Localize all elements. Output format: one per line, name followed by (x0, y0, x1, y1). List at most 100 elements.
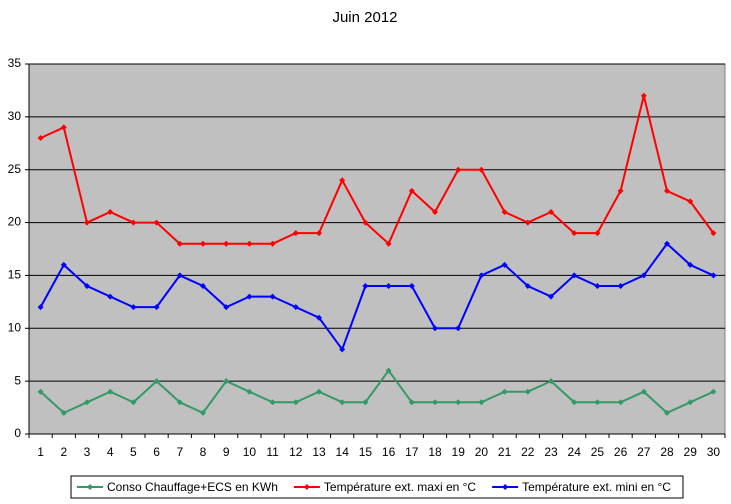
x-tick-label: 26 (614, 445, 628, 459)
point (408, 187, 415, 194)
x-tick-label: 16 (382, 445, 396, 459)
point (455, 399, 462, 406)
legend (70, 475, 684, 499)
point (223, 378, 230, 385)
point (524, 219, 531, 226)
point (292, 230, 299, 237)
point (130, 399, 137, 406)
point (153, 378, 160, 385)
point (385, 367, 392, 374)
point (339, 177, 346, 184)
point (246, 293, 253, 300)
x-tick-label: 17 (405, 445, 419, 459)
point (501, 209, 508, 215)
point (130, 304, 137, 311)
point (571, 399, 578, 406)
point (594, 230, 601, 237)
y-tick-label: 5 (14, 373, 21, 387)
x-tick-label: 25 (591, 445, 605, 459)
point (60, 261, 67, 268)
point (200, 283, 206, 289)
x-tick-label: 24 (568, 445, 582, 459)
y-tick-label: 30 (8, 109, 22, 123)
point (548, 209, 554, 215)
point (269, 293, 276, 300)
x-tick-label: 8 (200, 445, 207, 459)
point (571, 230, 578, 237)
series-line (39, 242, 714, 352)
point (710, 388, 717, 395)
y-tick-label: 35 (8, 56, 22, 70)
x-tick-label: 11 (266, 445, 279, 459)
point (37, 388, 44, 395)
point (176, 272, 183, 279)
point (594, 399, 601, 406)
point (292, 304, 299, 311)
point (408, 399, 415, 406)
point (60, 124, 67, 131)
point (339, 399, 346, 406)
point (687, 399, 694, 406)
legend-label: Température ext. maxi en °C (324, 480, 477, 494)
point (408, 283, 415, 289)
point (107, 293, 114, 300)
x-tick-label: 21 (498, 445, 512, 459)
point (200, 240, 206, 247)
x-tick-label: 28 (660, 445, 674, 459)
point (176, 399, 183, 406)
point (246, 240, 253, 247)
point (269, 399, 276, 406)
point (548, 293, 554, 300)
legend-label: Température ext. mini en °C (522, 480, 671, 494)
point (617, 187, 624, 194)
point (269, 240, 276, 247)
legend-label: Conso Chauffage+ECS en KWh (107, 480, 278, 494)
point (362, 219, 369, 226)
x-tick-label: 9 (223, 445, 230, 459)
point (107, 388, 114, 395)
point (524, 388, 531, 395)
x-tick-label: 3 (84, 445, 91, 459)
x-tick-label: 27 (637, 445, 651, 459)
x-tick-label: 5 (130, 445, 137, 459)
point (664, 187, 670, 194)
point (362, 283, 369, 289)
x-tick-label: 15 (359, 445, 373, 459)
point (501, 261, 508, 268)
x-tick-label: 23 (544, 445, 558, 459)
point (640, 388, 647, 395)
point (571, 272, 578, 279)
point (316, 230, 322, 237)
point (316, 388, 322, 395)
point (84, 219, 90, 226)
point (60, 409, 67, 416)
point (223, 304, 230, 311)
point (316, 314, 322, 321)
point (432, 209, 438, 215)
point (37, 135, 44, 141)
point (524, 283, 531, 289)
point (432, 399, 438, 406)
y-tick-label: 15 (8, 268, 22, 282)
legend-marker (87, 484, 94, 490)
point (710, 230, 717, 237)
x-tick-label: 29 (684, 445, 698, 459)
x-tick-label: 22 (521, 445, 535, 459)
point (664, 240, 670, 247)
x-tick-label: 7 (176, 445, 183, 459)
point (107, 209, 114, 215)
x-tick-label: 10 (243, 445, 257, 459)
point (640, 272, 647, 279)
point (362, 399, 369, 406)
x-tick-label: 19 (452, 445, 466, 459)
point (153, 219, 160, 226)
point (130, 219, 137, 226)
y-tick-label: 20 (8, 215, 22, 229)
point (478, 399, 485, 406)
point (617, 283, 624, 289)
y-tick-label: 25 (8, 162, 22, 176)
point (292, 399, 299, 406)
point (478, 166, 485, 173)
point (640, 92, 647, 99)
point (687, 261, 694, 268)
